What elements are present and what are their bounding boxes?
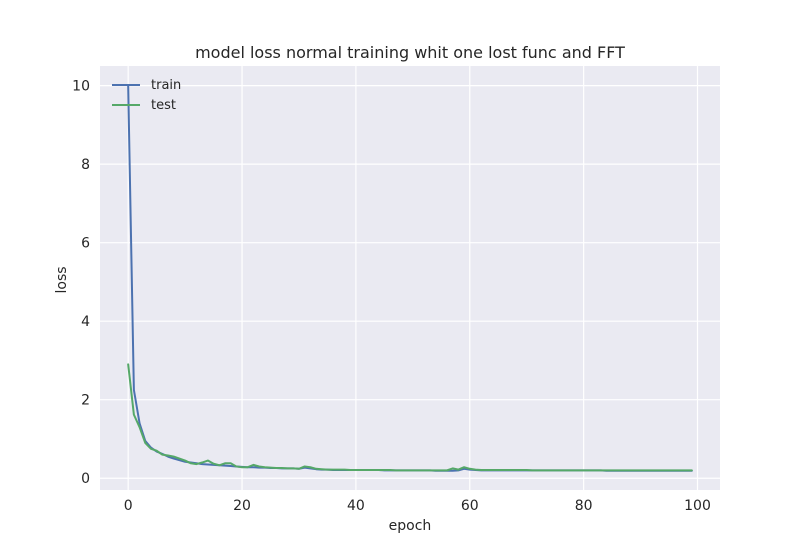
x-tick-label: 100 (684, 498, 711, 514)
x-tick-labels: 0 20 40 60 80 100 (124, 498, 711, 514)
plot-background (100, 66, 720, 490)
x-tick-label: 20 (233, 498, 251, 514)
y-tick-label: 8 (81, 157, 90, 173)
legend: train test (112, 78, 181, 113)
y-tick-label: 2 (81, 393, 90, 409)
y-axis-label: loss (54, 266, 70, 293)
x-tick-label: 60 (461, 498, 479, 514)
x-axis-label: epoch (389, 518, 432, 534)
x-tick-label: 0 (124, 498, 133, 514)
chart-title: model loss normal training whit one lost… (195, 43, 625, 62)
y-tick-label: 10 (72, 79, 90, 95)
series-line-test (127, 363, 693, 472)
grid-y (100, 85, 720, 479)
x-tick-label: 80 (575, 498, 593, 514)
y-tick-label: 4 (81, 314, 90, 330)
grid-x (127, 66, 699, 490)
x-tick-label: 40 (347, 498, 365, 514)
legend-test-label: test (151, 98, 176, 113)
y-tick-label: 6 (81, 236, 90, 252)
legend-train-label: train (151, 78, 181, 93)
series-layer (127, 84, 693, 472)
y-tick-label: 0 (81, 471, 90, 487)
y-tick-labels: 0 2 4 6 8 10 (72, 79, 90, 488)
